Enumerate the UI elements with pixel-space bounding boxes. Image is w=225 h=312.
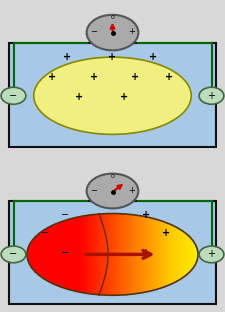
Circle shape (1, 87, 26, 104)
Circle shape (87, 173, 138, 208)
Text: +: + (149, 52, 157, 62)
Text: +: + (142, 248, 150, 258)
Text: +: + (75, 92, 83, 102)
Text: 0: 0 (110, 15, 115, 20)
Text: +: + (128, 27, 135, 36)
Text: −: − (90, 186, 97, 195)
Text: +: + (142, 210, 150, 220)
Ellipse shape (34, 57, 191, 134)
Bar (9, 202, 216, 304)
Text: −: − (41, 228, 49, 238)
Text: −: − (61, 248, 69, 258)
Circle shape (199, 87, 224, 104)
Text: +: + (131, 72, 139, 82)
Text: −: − (9, 91, 18, 101)
Text: +: + (165, 72, 173, 82)
Circle shape (1, 246, 26, 263)
Text: −: − (90, 27, 97, 36)
Text: +: + (207, 91, 216, 101)
Text: −: − (61, 210, 69, 220)
Text: 0: 0 (110, 174, 115, 179)
Bar (9, 43, 216, 147)
Text: +: + (108, 52, 117, 62)
Text: +: + (48, 72, 56, 82)
Circle shape (199, 246, 224, 263)
Text: +: + (90, 72, 99, 82)
Text: −: − (9, 249, 18, 259)
Text: +: + (207, 249, 216, 259)
Text: +: + (128, 186, 135, 195)
Text: +: + (63, 52, 72, 62)
Circle shape (87, 15, 138, 50)
Text: +: + (120, 92, 128, 102)
Text: +: + (162, 228, 171, 238)
